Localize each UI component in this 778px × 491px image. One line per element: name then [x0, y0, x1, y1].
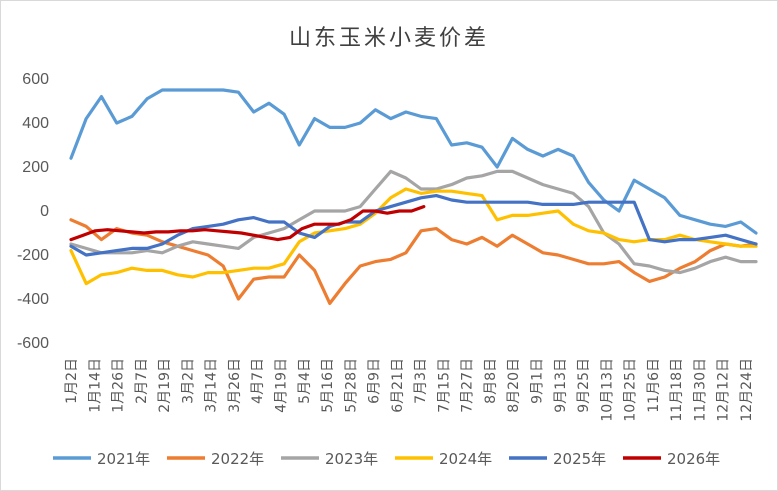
y-tick-label: -600 — [17, 335, 49, 352]
y-tick-label: -400 — [17, 291, 49, 308]
x-tick-label: 3月26日 — [227, 358, 243, 413]
y-tick-label: 600 — [22, 71, 49, 88]
x-tick-label: 3月2日 — [180, 358, 196, 404]
legend-label: 2023年 — [325, 450, 378, 468]
y-axis: 600 400 200 0 -200 -400 -600 — [17, 71, 49, 352]
legend-label: 2026年 — [667, 450, 720, 468]
x-tick-label: 4月7日 — [250, 358, 266, 404]
x-tick-label: 10月25日 — [623, 358, 639, 422]
x-tick-label: 1月14日 — [87, 358, 103, 413]
x-tick-label: 7月27日 — [460, 358, 476, 413]
x-tick-label: 11月30日 — [692, 358, 708, 422]
x-tick-label: 7月15日 — [436, 358, 452, 413]
x-tick-label: 4月19日 — [273, 358, 289, 413]
series-line-2 — [69, 218, 758, 305]
x-tick-label: 10月13日 — [599, 358, 615, 422]
y-tick-label: -200 — [17, 247, 49, 264]
series-line-3 — [69, 169, 758, 275]
x-tick-label: 1月2日 — [64, 358, 80, 404]
x-tick-label: 7月3日 — [413, 358, 429, 404]
legend-label: 2021年 — [97, 450, 150, 468]
x-tick-label: 2月19日 — [157, 358, 173, 413]
x-tick-label: 8月20日 — [506, 358, 522, 413]
legend-label: 2024年 — [439, 450, 492, 468]
x-axis: 1月2日 1月14日 1月26日 2月7日 2月19日 3月2日 3月14日 3月26日 4月7… — [64, 358, 755, 422]
series-line-1 — [69, 88, 758, 235]
x-tick-label: 5月28日 — [343, 358, 359, 413]
x-tick-label: 5月4日 — [297, 358, 313, 404]
x-tick-label: 2月7日 — [134, 358, 150, 404]
legend-label: 2022年 — [211, 450, 264, 468]
legend-label: 2025年 — [553, 450, 606, 468]
series-group — [69, 88, 758, 305]
x-tick-label: 8月8日 — [483, 358, 499, 404]
chart-title: 山东玉米小麦价差 — [289, 26, 489, 51]
series-line-6 — [69, 205, 426, 242]
x-tick-label: 9月13日 — [553, 358, 569, 413]
x-tick-label: 5月16日 — [320, 358, 336, 413]
x-tick-label: 12月24日 — [739, 358, 755, 422]
x-tick-label: 9月1日 — [530, 358, 546, 404]
series-line-4 — [69, 187, 758, 286]
x-tick-label: 12月12日 — [716, 358, 732, 422]
y-tick-label: 0 — [40, 203, 49, 220]
x-tick-label: 11月6日 — [646, 358, 662, 413]
x-tick-label: 3月14日 — [204, 358, 220, 413]
x-tick-label: 1月26日 — [111, 358, 127, 413]
x-tick-label: 9月25日 — [576, 358, 592, 413]
legend: 2021年 2022年 2023年 2024年 2025年 2026年 — [53, 450, 720, 468]
x-tick-label: 6月21日 — [390, 358, 406, 413]
y-tick-label: 200 — [22, 159, 49, 176]
x-tick-label: 11月18日 — [669, 358, 685, 422]
y-tick-label: 400 — [22, 115, 49, 132]
x-tick-label: 6月9日 — [367, 358, 383, 404]
